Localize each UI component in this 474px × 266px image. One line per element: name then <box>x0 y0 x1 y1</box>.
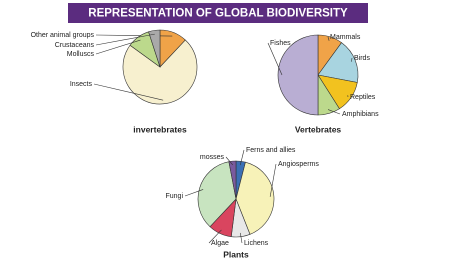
slice-label: mosses <box>200 154 225 161</box>
slice-label: Ferns and allies <box>246 147 296 154</box>
leader-line <box>351 57 353 62</box>
leader-line <box>327 36 330 41</box>
pie-wedge <box>235 161 275 235</box>
pie-wedge <box>122 39 198 105</box>
leader-line <box>93 83 164 101</box>
pie-wedge <box>228 160 237 200</box>
leader-line <box>225 156 234 166</box>
leader-line <box>327 109 341 115</box>
slice-label: Mammals <box>330 34 361 41</box>
leader-line <box>184 189 204 197</box>
leader-line <box>239 232 243 244</box>
slice-label: Molluscs <box>67 51 95 58</box>
slice-label: Amphibians <box>342 111 379 118</box>
title-banner <box>68 3 368 23</box>
slice-label: Insects <box>70 81 93 88</box>
pie-wedge <box>148 29 161 68</box>
leader-line <box>239 149 245 166</box>
pie-wedge <box>197 161 237 228</box>
pie-title: Plants <box>223 249 249 259</box>
slice-label: Lichens <box>244 240 269 247</box>
pie-title: Vertebrates <box>295 124 342 134</box>
pie-title: invertebrates <box>133 124 187 134</box>
slice-label: Reptiles <box>350 94 376 101</box>
slice-label: Fungi <box>165 193 183 200</box>
page-title: REPRESENTATION OF GLOBAL BIODIVERSITY <box>88 8 348 20</box>
slice-label: Angiosperms <box>278 161 319 168</box>
slice-label: Other animal groups <box>31 32 95 39</box>
slice-label: Crustaceans <box>55 42 95 49</box>
slice-label: Algae <box>211 240 229 247</box>
leader-line <box>95 39 141 55</box>
slice-label: Birds <box>354 55 370 62</box>
slice-label: Fishes <box>270 40 291 47</box>
leader-line <box>269 163 277 197</box>
leader-line <box>267 42 283 76</box>
pie-wedge <box>277 34 319 116</box>
leader-line <box>208 229 222 244</box>
leader-line <box>95 33 155 46</box>
pie-wedge <box>317 42 359 83</box>
